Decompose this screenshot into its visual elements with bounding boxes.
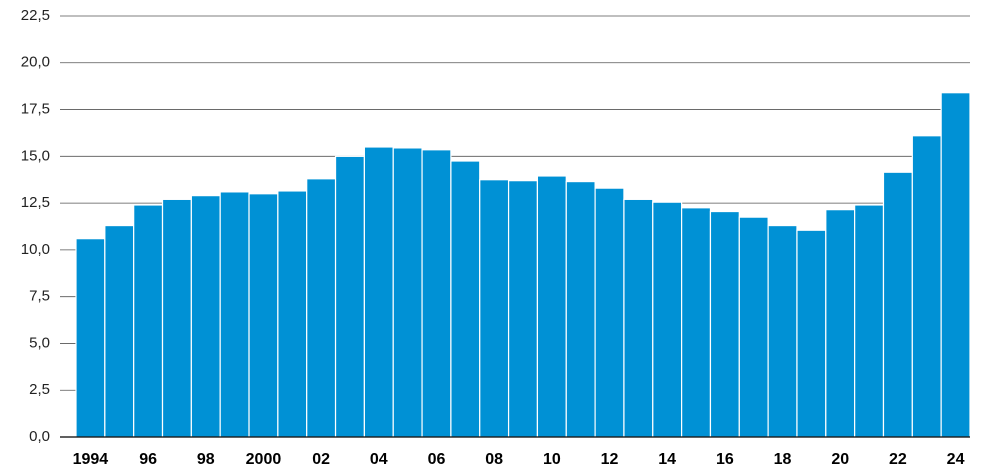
bar xyxy=(623,198,654,438)
bar xyxy=(940,92,971,438)
y-tick-label: 20,0 xyxy=(21,54,50,71)
bar xyxy=(767,224,798,438)
bar xyxy=(161,198,192,438)
bar xyxy=(911,135,942,438)
bar xyxy=(565,180,596,438)
bar xyxy=(277,190,308,438)
y-tick-label: 10,0 xyxy=(21,241,50,258)
x-tick-label: 16 xyxy=(716,451,734,468)
y-tick-label: 7,5 xyxy=(29,288,50,305)
bar xyxy=(507,180,539,438)
bar xyxy=(882,171,913,438)
bar xyxy=(594,187,625,438)
y-tick-label: 15,0 xyxy=(21,147,50,164)
bar xyxy=(190,195,221,438)
bar xyxy=(363,146,394,438)
bar xyxy=(709,210,740,438)
x-tick-label: 1994 xyxy=(73,451,109,468)
bar xyxy=(306,178,337,438)
bar xyxy=(248,193,279,438)
bar xyxy=(219,191,250,438)
x-tick-label: 08 xyxy=(485,451,503,468)
bar xyxy=(392,147,423,438)
y-tick-label: 2,5 xyxy=(29,381,50,398)
bar xyxy=(479,179,510,438)
x-tick-label: 20 xyxy=(831,451,849,468)
bar xyxy=(738,216,769,438)
x-tick-label: 12 xyxy=(601,451,619,468)
x-tick-label: 2000 xyxy=(246,451,282,468)
bar xyxy=(681,207,712,438)
y-tick-label: 22,5 xyxy=(21,7,50,24)
y-tick-label: 5,0 xyxy=(29,334,50,351)
bar xyxy=(450,160,481,438)
x-tick-label: 18 xyxy=(774,451,792,468)
x-tick-label: 98 xyxy=(197,451,215,468)
x-tick-label: 24 xyxy=(947,451,965,468)
x-tick-label: 10 xyxy=(543,451,561,468)
x-tick-label: 02 xyxy=(312,451,330,468)
y-tick-label: 17,5 xyxy=(21,101,50,118)
bar xyxy=(421,149,452,438)
x-tick-label: 14 xyxy=(658,451,676,468)
x-tick-label: 04 xyxy=(370,451,388,468)
bar xyxy=(796,229,827,438)
y-tick-label: 12,5 xyxy=(21,194,50,211)
y-tick-label: 0,0 xyxy=(29,428,50,445)
x-tick-label: 22 xyxy=(889,451,907,468)
x-tick-label: 96 xyxy=(139,451,157,468)
bar xyxy=(825,209,856,438)
bar xyxy=(334,155,365,438)
bar xyxy=(133,204,164,438)
x-tick-label: 06 xyxy=(428,451,446,468)
bar xyxy=(854,204,885,438)
bar xyxy=(536,175,567,438)
bar xyxy=(104,224,135,438)
bar xyxy=(652,201,683,438)
bar xyxy=(75,238,106,438)
